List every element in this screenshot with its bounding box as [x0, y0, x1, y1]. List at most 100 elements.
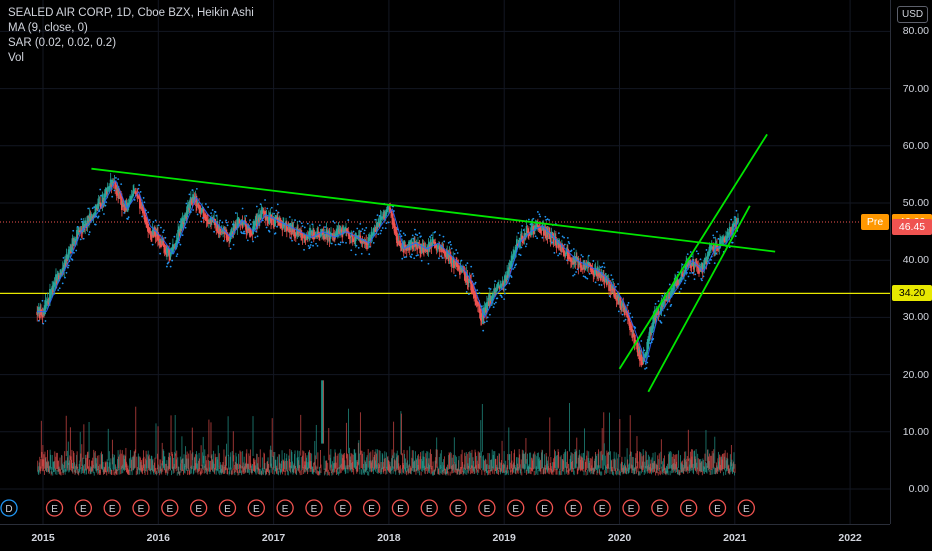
earnings-label: E: [311, 504, 318, 515]
trendline[interactable]: [618, 133, 768, 370]
symbol-title[interactable]: SEALED AIR CORP, 1D, Cboe BZX, Heikin As…: [8, 7, 254, 19]
trendline[interactable]: [91, 167, 776, 253]
earnings-marker[interactable]: E: [535, 499, 554, 517]
earnings-marker[interactable]: E: [708, 499, 727, 517]
earnings-marker[interactable]: E: [74, 499, 93, 517]
earnings-marker[interactable]: E: [362, 499, 381, 517]
volume-bar: [207, 460, 209, 472]
sar-dot: [610, 274, 613, 277]
earnings-marker[interactable]: E: [276, 499, 294, 517]
sar-dot: [482, 329, 485, 332]
earnings-marker[interactable]: E: [622, 499, 640, 517]
currency-button[interactable]: USD: [897, 6, 929, 23]
sar-dot: [310, 241, 313, 244]
volume-bar: [698, 459, 700, 472]
volume-bar: [472, 457, 474, 471]
volume-bar: [284, 471, 286, 476]
volume-bar: [447, 471, 449, 476]
earnings-marker[interactable]: E: [103, 499, 121, 517]
volume-bar: [715, 467, 717, 475]
volume-bar: [679, 470, 681, 475]
earnings-marker[interactable]: D: [0, 499, 18, 517]
earnings-circle: [478, 499, 496, 517]
volume-bar: [546, 463, 548, 473]
earnings-circle: [218, 499, 237, 517]
earnings-marker[interactable]: E: [651, 499, 669, 517]
earnings-marker[interactable]: E: [334, 499, 352, 517]
volume-bar: [591, 456, 593, 471]
candle-body: [200, 211, 203, 213]
volume-bar: [70, 456, 72, 471]
sar-indicator-label[interactable]: SAR (0.02, 0.02, 0.2): [8, 37, 117, 49]
earnings-marker[interactable]: E: [305, 499, 323, 517]
volume-bar: [227, 416, 229, 457]
earnings-marker[interactable]: E: [218, 499, 237, 517]
earnings-marker[interactable]: E: [190, 499, 208, 517]
horizontal-lines[interactable]: [0, 221, 890, 295]
volume-bar: [299, 465, 301, 474]
volume-bar: [158, 464, 160, 474]
sar-dot: [730, 218, 733, 221]
volume-bar: [634, 467, 636, 474]
volume-bar: [295, 465, 297, 474]
earnings-marker[interactable]: E: [680, 499, 698, 517]
volume-bar: [304, 453, 306, 470]
volume-bar: [91, 460, 93, 472]
candle-body: [318, 235, 321, 237]
volume-bar: [313, 462, 315, 473]
volume-bar: [557, 449, 559, 468]
volume-bar: [314, 455, 316, 470]
volume-bar: [598, 449, 600, 468]
volume-bar: [381, 453, 383, 470]
volume-indicator-label[interactable]: Vol: [8, 52, 24, 64]
volume-bar: [142, 458, 144, 471]
volume-bar: [256, 453, 258, 470]
earnings-marker[interactable]: E: [45, 499, 64, 517]
sar-dot: [148, 219, 151, 221]
earnings-marker[interactable]: E: [391, 499, 410, 517]
volume-bar: [144, 464, 146, 473]
volume-bar: [486, 463, 488, 473]
earnings-marker[interactable]: E: [478, 499, 496, 517]
volume-bar: [485, 458, 486, 472]
trendline[interactable]: [647, 205, 751, 393]
earnings-marker[interactable]: E: [449, 499, 467, 517]
price-axis[interactable]: USD 80.00 70.00 60.00 50.00 40.00 30.00 20.00 1…: [890, 0, 932, 524]
volume-bar: [151, 456, 153, 471]
candle-body: [243, 220, 246, 223]
candle-body: [623, 307, 626, 316]
volume-bar: [197, 468, 199, 475]
trendlines[interactable]: [91, 133, 776, 393]
earnings-marker[interactable]: E: [132, 499, 150, 517]
earnings-label: E: [657, 504, 664, 515]
volume-bar: [42, 445, 44, 467]
time-axis[interactable]: 2015 2016 2017 2018 2019 2020 2021 2022: [0, 524, 890, 551]
volume-bar: [547, 460, 549, 472]
volume-bar: [128, 470, 130, 476]
earnings-marker[interactable]: E: [737, 499, 755, 517]
volume-bar: [614, 459, 616, 472]
earnings-marker[interactable]: E: [593, 499, 611, 517]
volume-bar: [66, 460, 68, 472]
volume-bar: [345, 465, 347, 474]
volume-bar: [275, 459, 277, 472]
volume-bar: [204, 449, 206, 468]
ma-indicator-label[interactable]: MA (9, close, 0): [8, 22, 88, 34]
volume-bar: [723, 471, 725, 476]
earnings-marker[interactable]: E: [507, 499, 525, 517]
volume-bar: [278, 454, 280, 470]
earnings-marker[interactable]: E: [161, 499, 179, 517]
volume-bar: [211, 454, 213, 470]
volume-bar: [516, 457, 518, 471]
volume-bar: [450, 453, 452, 470]
earnings-marker[interactable]: E: [247, 499, 265, 517]
volume-bar: [169, 457, 171, 471]
volume-bar: [372, 467, 374, 475]
volume-bar: [188, 468, 190, 475]
earnings-marker[interactable]: E: [420, 499, 438, 517]
volume-bar: [320, 464, 322, 474]
volume-bar: [499, 453, 500, 470]
earnings-marker[interactable]: E: [564, 499, 583, 517]
